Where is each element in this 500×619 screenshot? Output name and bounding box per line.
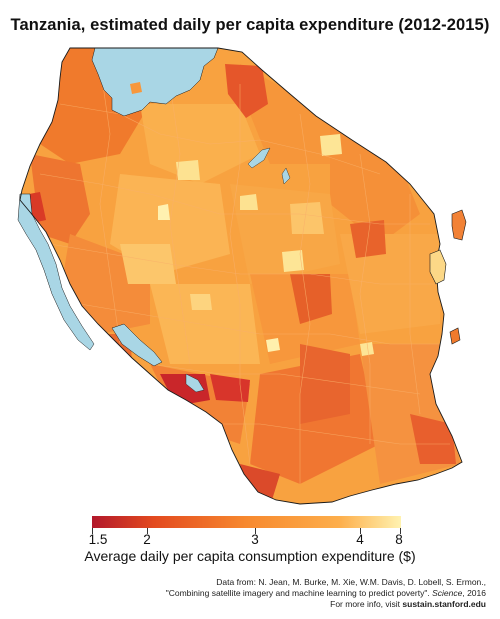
color-legend: 1.5 2 3 4 8 Average daily per capita con… — [0, 512, 500, 572]
legend-tick-4 — [360, 528, 361, 534]
zanzibar-island — [429, 249, 447, 285]
credits-more-info: For more info, visit sustain.stanford.ed… — [166, 599, 486, 610]
legend-label-2: 2 — [143, 532, 151, 547]
pemba-island — [451, 209, 467, 241]
legend-tick-1-5 — [92, 528, 93, 534]
lake-tanganyika — [17, 193, 95, 351]
lake-victoria — [91, 47, 219, 117]
credits-journal: Science — [432, 588, 463, 598]
legend-label-3: 3 — [251, 532, 259, 547]
lake-eyasi — [247, 147, 271, 169]
data-credits: Data from: N. Jean, M. Burke, M. Xie, W.… — [166, 577, 486, 610]
lake-rukwa — [111, 323, 163, 367]
map-title: Tanzania, estimated daily per capita exp… — [10, 16, 490, 34]
legend-label-4: 4 — [356, 532, 364, 547]
credits-authors: Data from: N. Jean, M. Burke, M. Xie, W.… — [216, 577, 486, 587]
lake-nyasa — [185, 373, 205, 393]
legend-caption: Average daily per capita consumption exp… — [84, 548, 416, 564]
legend-tick-8 — [400, 528, 401, 534]
credits-website-link[interactable]: sustain.stanford.edu — [402, 599, 486, 609]
tanzania-map — [0, 44, 500, 514]
legend-color-bar — [92, 516, 401, 528]
legend-tick-2 — [147, 528, 148, 534]
legend-tick-3 — [255, 528, 256, 534]
credits-more-info-prefix: For more info, visit — [330, 599, 403, 609]
map-regions — [20, 48, 462, 504]
mafia-island — [449, 327, 461, 345]
tanzania-border — [19, 47, 463, 505]
lake-manyara — [281, 167, 291, 185]
credits-year: , 2016 — [462, 588, 486, 598]
legend-label-1-5: 1.5 — [88, 532, 108, 547]
credits-citation: "Combining satellite imagery and machine… — [166, 588, 486, 599]
credits-paper-title: "Combining satellite imagery and machine… — [165, 588, 430, 598]
legend-label-8: 8 — [395, 532, 403, 547]
